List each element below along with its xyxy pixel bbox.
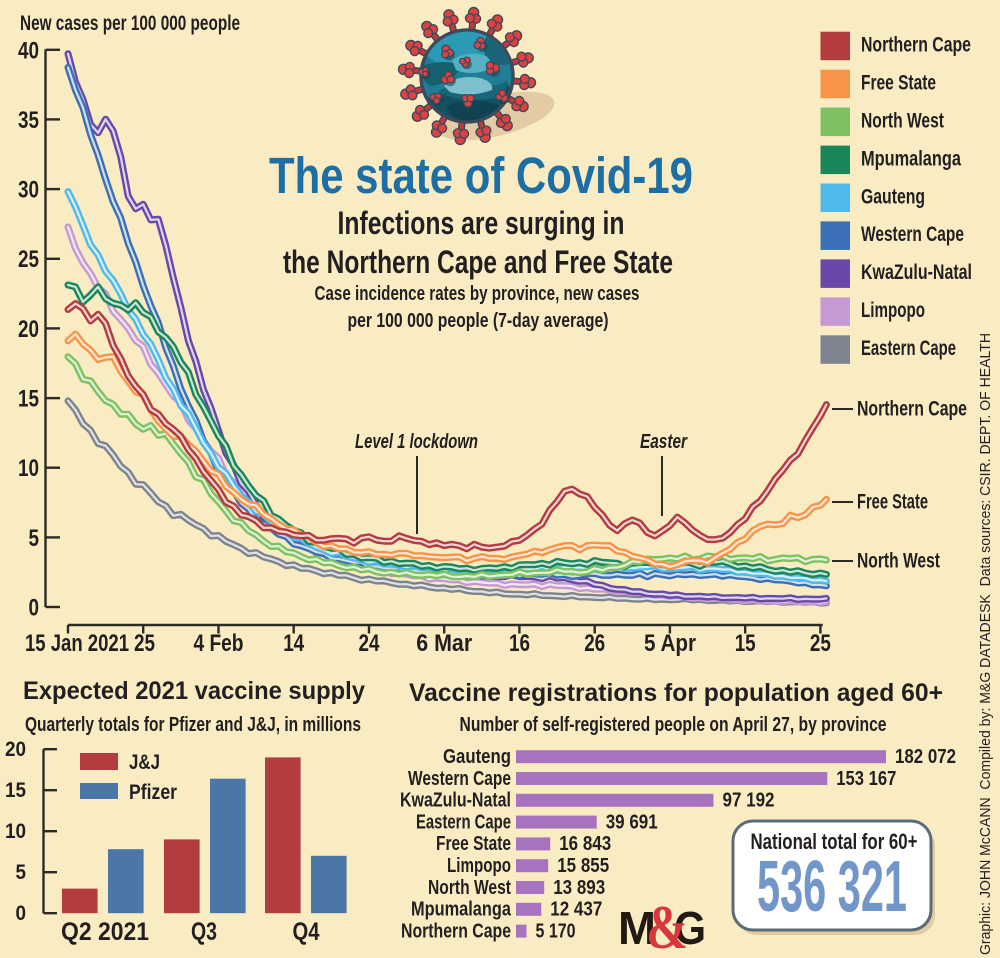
- svg-text:Q3: Q3: [191, 918, 217, 946]
- svg-text:The state of Covid-19: The state of Covid-19: [269, 147, 693, 204]
- svg-text:5: 5: [16, 861, 27, 884]
- svg-text:M: M: [618, 902, 656, 954]
- svg-text:Eastern Cape: Eastern Cape: [861, 337, 956, 360]
- svg-text:Number of self-registered peop: Number of self-registered people on Apri…: [460, 714, 887, 736]
- svg-text:15: 15: [18, 386, 39, 413]
- svg-text:KwaZulu-Natal: KwaZulu-Natal: [400, 790, 511, 812]
- svg-text:Q4: Q4: [293, 918, 320, 946]
- svg-text:Free State: Free State: [436, 833, 511, 855]
- svg-text:15: 15: [5, 779, 26, 802]
- svg-text:16: 16: [509, 630, 530, 657]
- svg-text:10: 10: [18, 455, 39, 482]
- svg-text:North West: North West: [428, 877, 511, 899]
- svg-text:153 167: 153 167: [836, 768, 896, 790]
- svg-text:Mpumalanga: Mpumalanga: [861, 147, 961, 170]
- svg-text:G: G: [674, 902, 706, 954]
- svg-text:35: 35: [18, 107, 39, 134]
- svg-text:the Northern Cape and Free Sta: the Northern Cape and Free State: [283, 244, 673, 280]
- svg-text:Limpopo: Limpopo: [447, 855, 511, 877]
- svg-text:40: 40: [18, 37, 39, 64]
- svg-text:Graphic: JOHN McCANN Compiled: Graphic: JOHN McCANN Compiled by: M&G DA…: [977, 333, 994, 955]
- svg-text:536 321: 536 321: [757, 847, 907, 927]
- svg-text:North West: North West: [857, 550, 940, 573]
- svg-text:Northern Cape: Northern Cape: [401, 920, 511, 942]
- svg-text:16 843: 16 843: [559, 833, 611, 855]
- svg-text:25: 25: [134, 630, 155, 657]
- svg-text:97 192: 97 192: [723, 790, 775, 812]
- svg-text:0: 0: [29, 595, 40, 622]
- svg-text:Expected 2021 vaccine supply: Expected 2021 vaccine supply: [23, 677, 365, 705]
- svg-text:Level 1 lockdown: Level 1 lockdown: [355, 431, 478, 453]
- svg-text:13 893: 13 893: [553, 877, 605, 899]
- svg-text:Quarterly totals for Pfizer an: Quarterly totals for Pfizer and J&J, in …: [25, 714, 361, 736]
- svg-text:5 170: 5 170: [536, 920, 576, 942]
- svg-text:Mpumalanga: Mpumalanga: [411, 899, 512, 921]
- svg-text:15: 15: [735, 630, 756, 657]
- svg-text:Free State: Free State: [861, 72, 936, 95]
- svg-text:24: 24: [359, 630, 381, 657]
- svg-text:Gauteng: Gauteng: [861, 185, 925, 208]
- svg-text:20: 20: [5, 738, 26, 761]
- svg-text:National total for 60+: National total for 60+: [751, 829, 918, 854]
- svg-text:per 100 000 people (7-day aver: per 100 000 people (7-day average): [348, 310, 609, 332]
- svg-text:Northern Cape: Northern Cape: [861, 34, 971, 57]
- svg-text:15 855: 15 855: [557, 855, 609, 877]
- svg-text:Easter: Easter: [640, 431, 688, 453]
- svg-text:15 Jan 2021: 15 Jan 2021: [25, 630, 129, 657]
- svg-text:Pfizer: Pfizer: [129, 781, 177, 804]
- svg-text:North West: North West: [861, 109, 944, 132]
- svg-text:J&J: J&J: [129, 751, 160, 774]
- svg-text:5: 5: [29, 525, 40, 552]
- svg-text:20: 20: [18, 316, 39, 343]
- svg-text:Q2 2021: Q2 2021: [61, 918, 149, 946]
- svg-text:Northern Cape: Northern Cape: [857, 398, 967, 421]
- svg-text:182 072: 182 072: [895, 746, 956, 768]
- svg-text:14: 14: [283, 630, 305, 657]
- svg-text:New cases per 100 000 people: New cases per 100 000 people: [20, 12, 240, 35]
- svg-text:10: 10: [5, 820, 26, 843]
- svg-text:4 Feb: 4 Feb: [194, 630, 244, 657]
- svg-text:Limpopo: Limpopo: [861, 299, 925, 322]
- svg-text:Vaccine registrations for popu: Vaccine registrations for population age…: [409, 679, 943, 707]
- svg-text:Eastern Cape: Eastern Cape: [416, 811, 511, 833]
- svg-text:26: 26: [584, 630, 605, 657]
- svg-text:0: 0: [16, 902, 27, 925]
- svg-text:30: 30: [18, 177, 39, 204]
- svg-text:Case incidence rates by provin: Case incidence rates by province, new ca…: [315, 283, 640, 305]
- svg-text:Western Cape: Western Cape: [408, 768, 511, 790]
- svg-text:&: &: [646, 894, 688, 958]
- svg-text:25: 25: [810, 630, 831, 657]
- svg-text:KwaZulu-Natal: KwaZulu-Natal: [861, 261, 972, 284]
- svg-text:39 691: 39 691: [606, 811, 658, 833]
- svg-text:5 Apr: 5 Apr: [644, 630, 696, 657]
- svg-text:Western Cape: Western Cape: [861, 223, 964, 246]
- svg-text:12 437: 12 437: [550, 899, 602, 921]
- svg-text:6 Mar: 6 Mar: [416, 630, 472, 657]
- svg-text:25: 25: [18, 246, 39, 273]
- svg-text:Gauteng: Gauteng: [443, 746, 511, 768]
- svg-text:Infections are surging in: Infections are surging in: [338, 205, 625, 241]
- svg-text:Free State: Free State: [857, 491, 928, 514]
